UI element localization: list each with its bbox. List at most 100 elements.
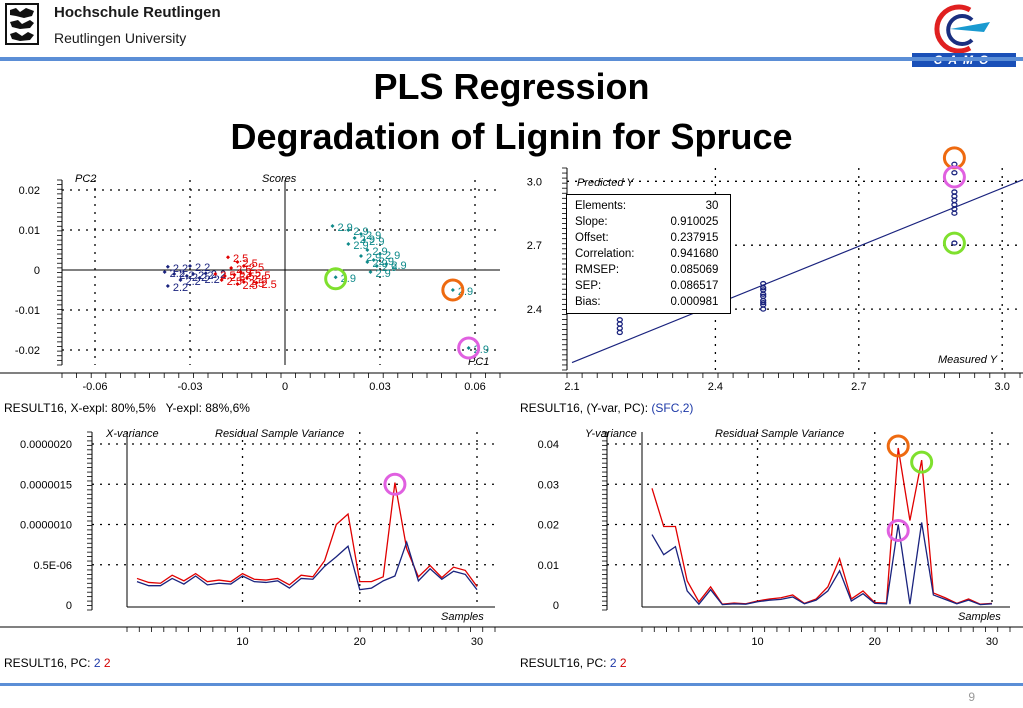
score-point	[374, 264, 379, 268]
variance-line-red	[651, 447, 993, 605]
score-point	[219, 278, 224, 282]
score-point	[203, 271, 208, 276]
caption-yvar-pc-red: 2	[619, 656, 627, 670]
score-point-label: 2.2	[173, 263, 188, 275]
stats-row: Offset: 0.237915	[575, 230, 718, 246]
score-point	[245, 276, 249, 280]
score-point-label: 2.9	[338, 222, 353, 234]
caption-yvar: RESULT16, PC: 2 2	[520, 656, 627, 670]
highlight-circle	[886, 434, 910, 458]
score-point	[213, 272, 218, 276]
score-point	[178, 278, 183, 282]
stats-label: SEP:	[575, 280, 602, 292]
stats-value: 0.085069	[670, 264, 719, 276]
prediction-point	[951, 210, 958, 216]
stats-label: Offset:	[575, 232, 609, 244]
score-point	[184, 274, 189, 278]
stats-label: Correlation:	[575, 248, 635, 260]
x-tick-label: 2.4	[708, 381, 723, 393]
stats-row: Elements: 30	[575, 198, 718, 214]
y-tick-label: -0.01	[15, 305, 40, 317]
score-point-label: 2.9	[366, 230, 381, 242]
score-point	[238, 270, 243, 274]
score-point	[346, 242, 351, 246]
caption-scores: RESULT16, X-expl: 80%,5% Y-expl: 88%,6%	[4, 401, 250, 415]
score-point	[450, 288, 455, 292]
prediction-point	[616, 317, 623, 323]
stats-row: RMSEP: 0.085069	[575, 262, 718, 278]
score-point	[254, 280, 259, 285]
caption-predicted: RESULT16, (Y-var, PC): (SFC,2)	[520, 401, 693, 415]
y-tick-label: -0.02	[15, 345, 40, 357]
stats-value: 30	[705, 200, 719, 212]
score-point	[241, 264, 246, 268]
x-tick-label: 10	[236, 636, 248, 648]
stats-label: RMSEP:	[575, 264, 620, 276]
regression-stats-table: Elements: 30 Slope: 0.910025 Offset: 0.237915…	[575, 198, 718, 310]
score-point-label: 2.9	[372, 258, 387, 270]
x-tick-label: 20	[354, 636, 366, 648]
x-tick-label: 2.7	[851, 381, 866, 393]
x-tick-label: 0.03	[369, 381, 390, 393]
score-point	[235, 282, 240, 286]
y-tick-label: 0.0000015	[20, 479, 72, 491]
caption-scores-yexpl: Y-expl: 88%,6%	[165, 401, 250, 415]
caption-xvar: RESULT16, PC: 2 2	[4, 656, 111, 670]
score-point-label: 2.2	[170, 268, 185, 280]
chart-title: Predicted Y	[577, 177, 634, 189]
scores-plot: -0.06 -0.03 0 0.03 0.06 0.02 0.01 0 -0.01 -0.02 PC…	[0, 173, 515, 393]
y-tick-label: 0.02	[538, 520, 559, 532]
y-tick-label: 0	[34, 265, 40, 277]
y-tick-label: 0	[66, 600, 72, 612]
page-number: 9	[968, 690, 975, 704]
score-point	[365, 248, 370, 252]
stats-label: Elements:	[575, 200, 627, 212]
stats-value: 0.941680	[670, 248, 719, 260]
prediction-point	[951, 197, 958, 204]
prediction-point	[760, 306, 767, 312]
stats-row: SEP: 0.086517	[575, 278, 718, 294]
x-axis-label: PC1	[468, 356, 489, 368]
score-point-label: 2.9	[391, 260, 406, 272]
y-tick-label: 0.03	[538, 479, 559, 491]
caption-xvar-pc-blue: 2	[93, 656, 101, 670]
prediction-point	[951, 193, 958, 199]
x-tick-label: 0	[282, 381, 288, 393]
highlight-circle	[886, 519, 910, 543]
score-point	[241, 280, 246, 284]
score-point	[466, 346, 471, 350]
caption-yvar-pc-blue: 2	[609, 656, 617, 670]
stats-label: Bias:	[575, 296, 601, 308]
prediction-point	[616, 325, 623, 331]
score-point	[188, 264, 192, 268]
university-logo	[5, 3, 39, 45]
score-point	[232, 272, 237, 277]
y-axis-label: X-variance	[105, 428, 159, 440]
x-tick-label: 3.0	[995, 381, 1010, 393]
y-axis-label: Y-variance	[585, 428, 637, 440]
variance-line-blue	[136, 540, 478, 591]
x-tick-label: 30	[471, 636, 483, 648]
x-tick-label: 2.1	[564, 381, 579, 393]
score-point	[378, 252, 382, 256]
score-point-label: 2.5	[220, 270, 235, 282]
prediction-point	[951, 189, 958, 195]
highlight-circle	[942, 165, 966, 189]
score-point	[162, 270, 167, 274]
prediction-point	[951, 202, 958, 208]
y-tick-label: 2.7	[527, 240, 542, 252]
stats-value: 0.086517	[670, 280, 719, 292]
y-tick-label: 0.02	[19, 185, 40, 197]
stats-label: Slope:	[575, 216, 608, 228]
score-point	[352, 236, 357, 240]
footer-divider	[0, 683, 1023, 686]
score-point-label: 2.2	[186, 276, 201, 288]
score-point-label: 2.9	[353, 226, 368, 238]
score-point	[191, 272, 196, 276]
score-point	[330, 224, 335, 228]
score-point	[371, 258, 376, 262]
highlight-circle	[383, 472, 407, 496]
prediction-point	[760, 291, 767, 297]
score-point	[359, 232, 363, 236]
score-point-label: 2.9	[376, 268, 391, 280]
